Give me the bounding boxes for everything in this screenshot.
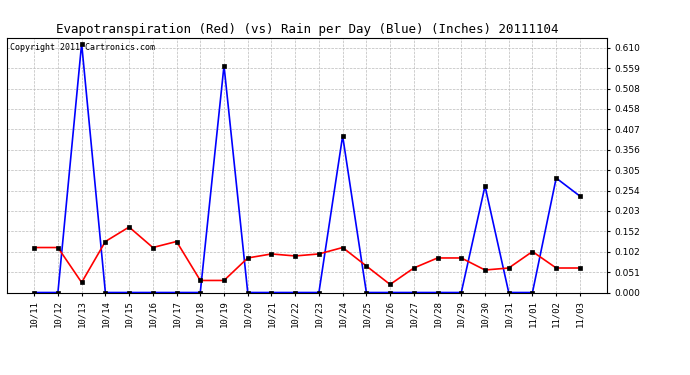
Text: Copyright 2011 Cartronics.com: Copyright 2011 Cartronics.com: [10, 43, 155, 52]
Title: Evapotranspiration (Red) (vs) Rain per Day (Blue) (Inches) 20111104: Evapotranspiration (Red) (vs) Rain per D…: [56, 23, 558, 36]
